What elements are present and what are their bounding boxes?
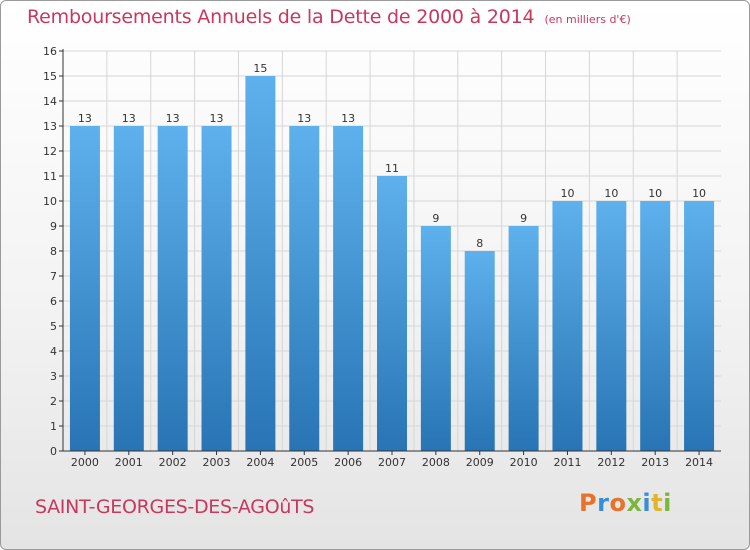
x-tick-label: 2000 <box>71 456 99 469</box>
x-tick-label: 2013 <box>641 456 669 469</box>
bar-value-label: 10 <box>692 187 706 200</box>
y-tick-label: 7 <box>50 270 57 283</box>
logo-letter: i <box>663 489 672 517</box>
bar <box>157 126 188 451</box>
bar <box>377 176 407 451</box>
bar <box>69 126 100 451</box>
y-tick-label: 5 <box>50 320 57 333</box>
bar-value-label: 8 <box>476 237 483 250</box>
bar-value-label: 13 <box>78 112 92 125</box>
x-tick-label: 2012 <box>597 456 625 469</box>
logo-letter: o <box>609 489 627 517</box>
bar-value-label: 10 <box>648 187 662 200</box>
x-tick-label: 2001 <box>115 456 143 469</box>
x-tick-label: 2006 <box>334 456 362 469</box>
bar-value-label: 9 <box>520 212 527 225</box>
bar <box>289 126 320 451</box>
bar-value-label: 13 <box>166 112 180 125</box>
bar <box>464 251 495 451</box>
logo-letter: i <box>642 489 652 517</box>
bar-value-label: 10 <box>560 187 574 200</box>
proxiti-logo[interactable]: Proxiti <box>579 489 672 517</box>
logo-letter: r <box>597 489 610 517</box>
bar <box>333 126 364 451</box>
y-tick-label: 0 <box>50 445 57 458</box>
y-tick-label: 12 <box>43 145 57 158</box>
chart-subtitle: (en milliers d'€) <box>544 13 631 26</box>
bar <box>113 126 144 451</box>
chart-title: Remboursements Annuels de la Dette de 20… <box>27 6 631 28</box>
commune-name: SAINT-GEORGES-DES-AGOûTS <box>35 496 315 518</box>
x-tick-label: 2009 <box>466 456 494 469</box>
bar-value-label: 13 <box>122 112 136 125</box>
logo-letter: x <box>626 489 643 517</box>
data-labels: 13 13 13 13 15 13 13 11 9 8 9 10 10 10 10 <box>78 62 706 250</box>
x-tick-label: 2007 <box>378 456 406 469</box>
x-tick-label: 2011 <box>553 456 581 469</box>
x-tick-label: 2005 <box>290 456 318 469</box>
x-tick-label: 2008 <box>422 456 450 469</box>
y-tick-label: 11 <box>43 170 57 183</box>
bar-value-label: 13 <box>297 112 311 125</box>
y-tick-label: 2 <box>50 395 57 408</box>
y-tick-label: 6 <box>50 295 57 308</box>
chart-title-main: Remboursements Annuels de la Dette de 20… <box>27 6 535 28</box>
y-tick-label: 8 <box>50 245 57 258</box>
x-tick-label: 2003 <box>203 456 231 469</box>
y-tick-label: 15 <box>43 70 57 83</box>
bar-value-label: 10 <box>604 187 618 200</box>
bar <box>552 201 583 451</box>
x-tick-label: 2014 <box>685 456 713 469</box>
y-tick-label: 13 <box>43 120 57 133</box>
bar <box>508 226 539 451</box>
bar-value-label: 13 <box>210 112 224 125</box>
bar <box>640 201 671 451</box>
bar-value-label: 13 <box>341 112 355 125</box>
y-tick-label: 3 <box>50 370 57 383</box>
bar <box>201 126 232 451</box>
bar <box>245 76 276 451</box>
bar <box>420 226 451 451</box>
y-tick-label: 16 <box>43 45 57 58</box>
bar-value-label: 15 <box>253 62 267 75</box>
y-tick-label: 1 <box>50 420 57 433</box>
logo-letter: P <box>579 489 598 517</box>
x-tick-label: 2002 <box>159 456 187 469</box>
x-tick-label: 2010 <box>510 456 538 469</box>
y-tick-label: 10 <box>43 195 57 208</box>
y-tick-label: 9 <box>50 220 57 233</box>
bar <box>684 201 715 451</box>
y-tick-label: 14 <box>43 95 57 108</box>
y-tick-label: 4 <box>50 345 57 358</box>
logo-letter: t <box>651 489 664 517</box>
bar <box>596 201 627 451</box>
bar-value-label: 11 <box>385 162 399 175</box>
bars <box>69 76 715 451</box>
x-tick-label: 2004 <box>246 456 274 469</box>
bar-value-label: 9 <box>432 212 439 225</box>
